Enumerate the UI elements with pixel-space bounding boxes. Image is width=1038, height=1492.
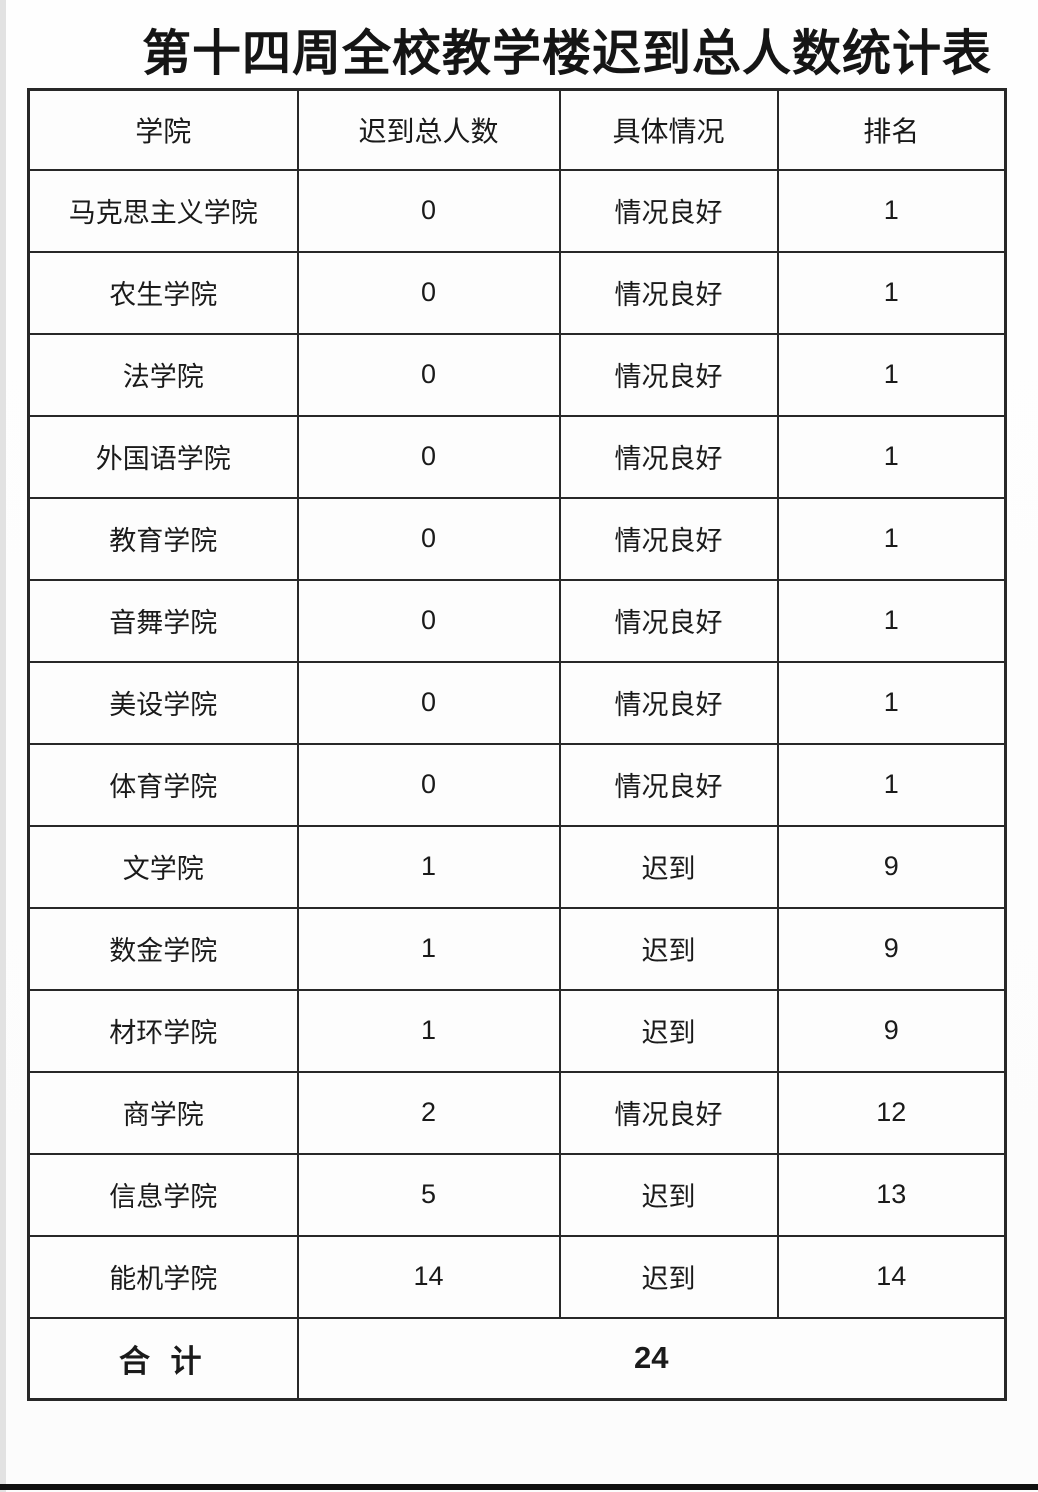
status-cell: 情况良好 <box>558 1070 779 1155</box>
status-cell: 迟到 <box>558 1152 779 1237</box>
late-count-cell: 0 <box>296 496 561 581</box>
late-count-cell: 5 <box>296 1152 561 1237</box>
table-row: 能机学院 14 迟到 14 <box>27 1234 1007 1319</box>
late-count-cell: 1 <box>296 988 561 1073</box>
status-cell: 迟到 <box>558 988 779 1073</box>
college-cell: 信息学院 <box>27 1152 299 1237</box>
table-row: 商学院 2 情况良好 12 <box>27 1070 1007 1155</box>
rank-cell: 12 <box>776 1070 1007 1155</box>
status-cell: 情况良好 <box>558 332 779 417</box>
page-title: 第十四周全校教学楼迟到总人数统计表 <box>141 26 992 81</box>
rank-cell: 1 <box>776 578 1007 663</box>
college-cell: 商学院 <box>27 1070 299 1155</box>
college-cell: 数金学院 <box>27 906 299 991</box>
table-row: 体育学院 0 情况良好 1 <box>27 742 1007 827</box>
late-count-cell: 0 <box>296 332 561 417</box>
college-cell: 农生学院 <box>27 250 299 335</box>
late-count-cell: 14 <box>296 1234 561 1319</box>
status-cell: 情况良好 <box>558 660 779 745</box>
status-cell: 情况良好 <box>558 414 779 499</box>
header-rank: 排名 <box>776 88 1007 171</box>
table-row: 外国语学院 0 情况良好 1 <box>27 414 1007 499</box>
rank-cell: 1 <box>776 168 1007 253</box>
college-cell: 马克思主义学院 <box>27 168 299 253</box>
table-row: 数金学院 1 迟到 9 <box>27 906 1007 991</box>
late-statistics-table: 学院 迟到总人数 具体情况 排名 马克思主义学院 0 情况良好 1 农生学院 0… <box>27 88 1007 1401</box>
rank-cell: 9 <box>776 988 1007 1073</box>
late-count-cell: 0 <box>296 168 561 253</box>
scan-edge-bottom <box>0 1484 1038 1490</box>
college-cell: 外国语学院 <box>27 414 299 499</box>
scan-edge-left <box>0 0 6 1492</box>
table-row: 教育学院 0 情况良好 1 <box>27 496 1007 581</box>
rank-cell: 1 <box>776 742 1007 827</box>
rank-cell: 1 <box>776 414 1007 499</box>
late-count-cell: 1 <box>296 906 561 991</box>
total-label-cell: 合 计 <box>27 1316 299 1401</box>
college-cell: 教育学院 <box>27 496 299 581</box>
college-cell: 音舞学院 <box>27 578 299 663</box>
table-row: 文学院 1 迟到 9 <box>27 824 1007 909</box>
rank-cell: 1 <box>776 332 1007 417</box>
header-college: 学院 <box>27 88 299 171</box>
rank-cell: 13 <box>776 1152 1007 1237</box>
late-count-cell: 0 <box>296 578 561 663</box>
college-cell: 法学院 <box>27 332 299 417</box>
header-row: 学院 迟到总人数 具体情况 排名 <box>27 88 1007 171</box>
rank-cell: 1 <box>776 250 1007 335</box>
status-cell: 情况良好 <box>558 742 779 827</box>
rank-cell: 9 <box>776 906 1007 991</box>
table-row: 法学院 0 情况良好 1 <box>27 332 1007 417</box>
status-cell: 情况良好 <box>558 578 779 663</box>
late-count-cell: 0 <box>296 414 561 499</box>
total-row: 合 计 24 <box>27 1316 1007 1401</box>
college-cell: 材环学院 <box>27 988 299 1073</box>
table-row: 美设学院 0 情况良好 1 <box>27 660 1007 745</box>
status-cell: 迟到 <box>558 1234 779 1319</box>
rank-cell: 14 <box>776 1234 1007 1319</box>
table-row: 农生学院 0 情况良好 1 <box>27 250 1007 335</box>
college-cell: 体育学院 <box>27 742 299 827</box>
late-count-cell: 2 <box>296 1070 561 1155</box>
table-row: 音舞学院 0 情况良好 1 <box>27 578 1007 663</box>
total-value-cell: 24 <box>296 1316 1007 1401</box>
status-cell: 情况良好 <box>558 250 779 335</box>
college-cell: 文学院 <box>27 824 299 909</box>
header-status: 具体情况 <box>558 88 779 171</box>
college-cell: 美设学院 <box>27 660 299 745</box>
status-cell: 迟到 <box>558 906 779 991</box>
rank-cell: 1 <box>776 496 1007 581</box>
late-count-cell: 1 <box>296 824 561 909</box>
college-cell: 能机学院 <box>27 1234 299 1319</box>
status-cell: 迟到 <box>558 824 779 909</box>
table-row: 材环学院 1 迟到 9 <box>27 988 1007 1073</box>
late-count-cell: 0 <box>296 742 561 827</box>
status-cell: 情况良好 <box>558 496 779 581</box>
header-late-count: 迟到总人数 <box>296 88 561 171</box>
late-count-cell: 0 <box>296 250 561 335</box>
status-cell: 情况良好 <box>558 168 779 253</box>
table-row: 信息学院 5 迟到 13 <box>27 1152 1007 1237</box>
late-count-cell: 0 <box>296 660 561 745</box>
rank-cell: 9 <box>776 824 1007 909</box>
table-row: 马克思主义学院 0 情况良好 1 <box>27 168 1007 253</box>
rank-cell: 1 <box>776 660 1007 745</box>
